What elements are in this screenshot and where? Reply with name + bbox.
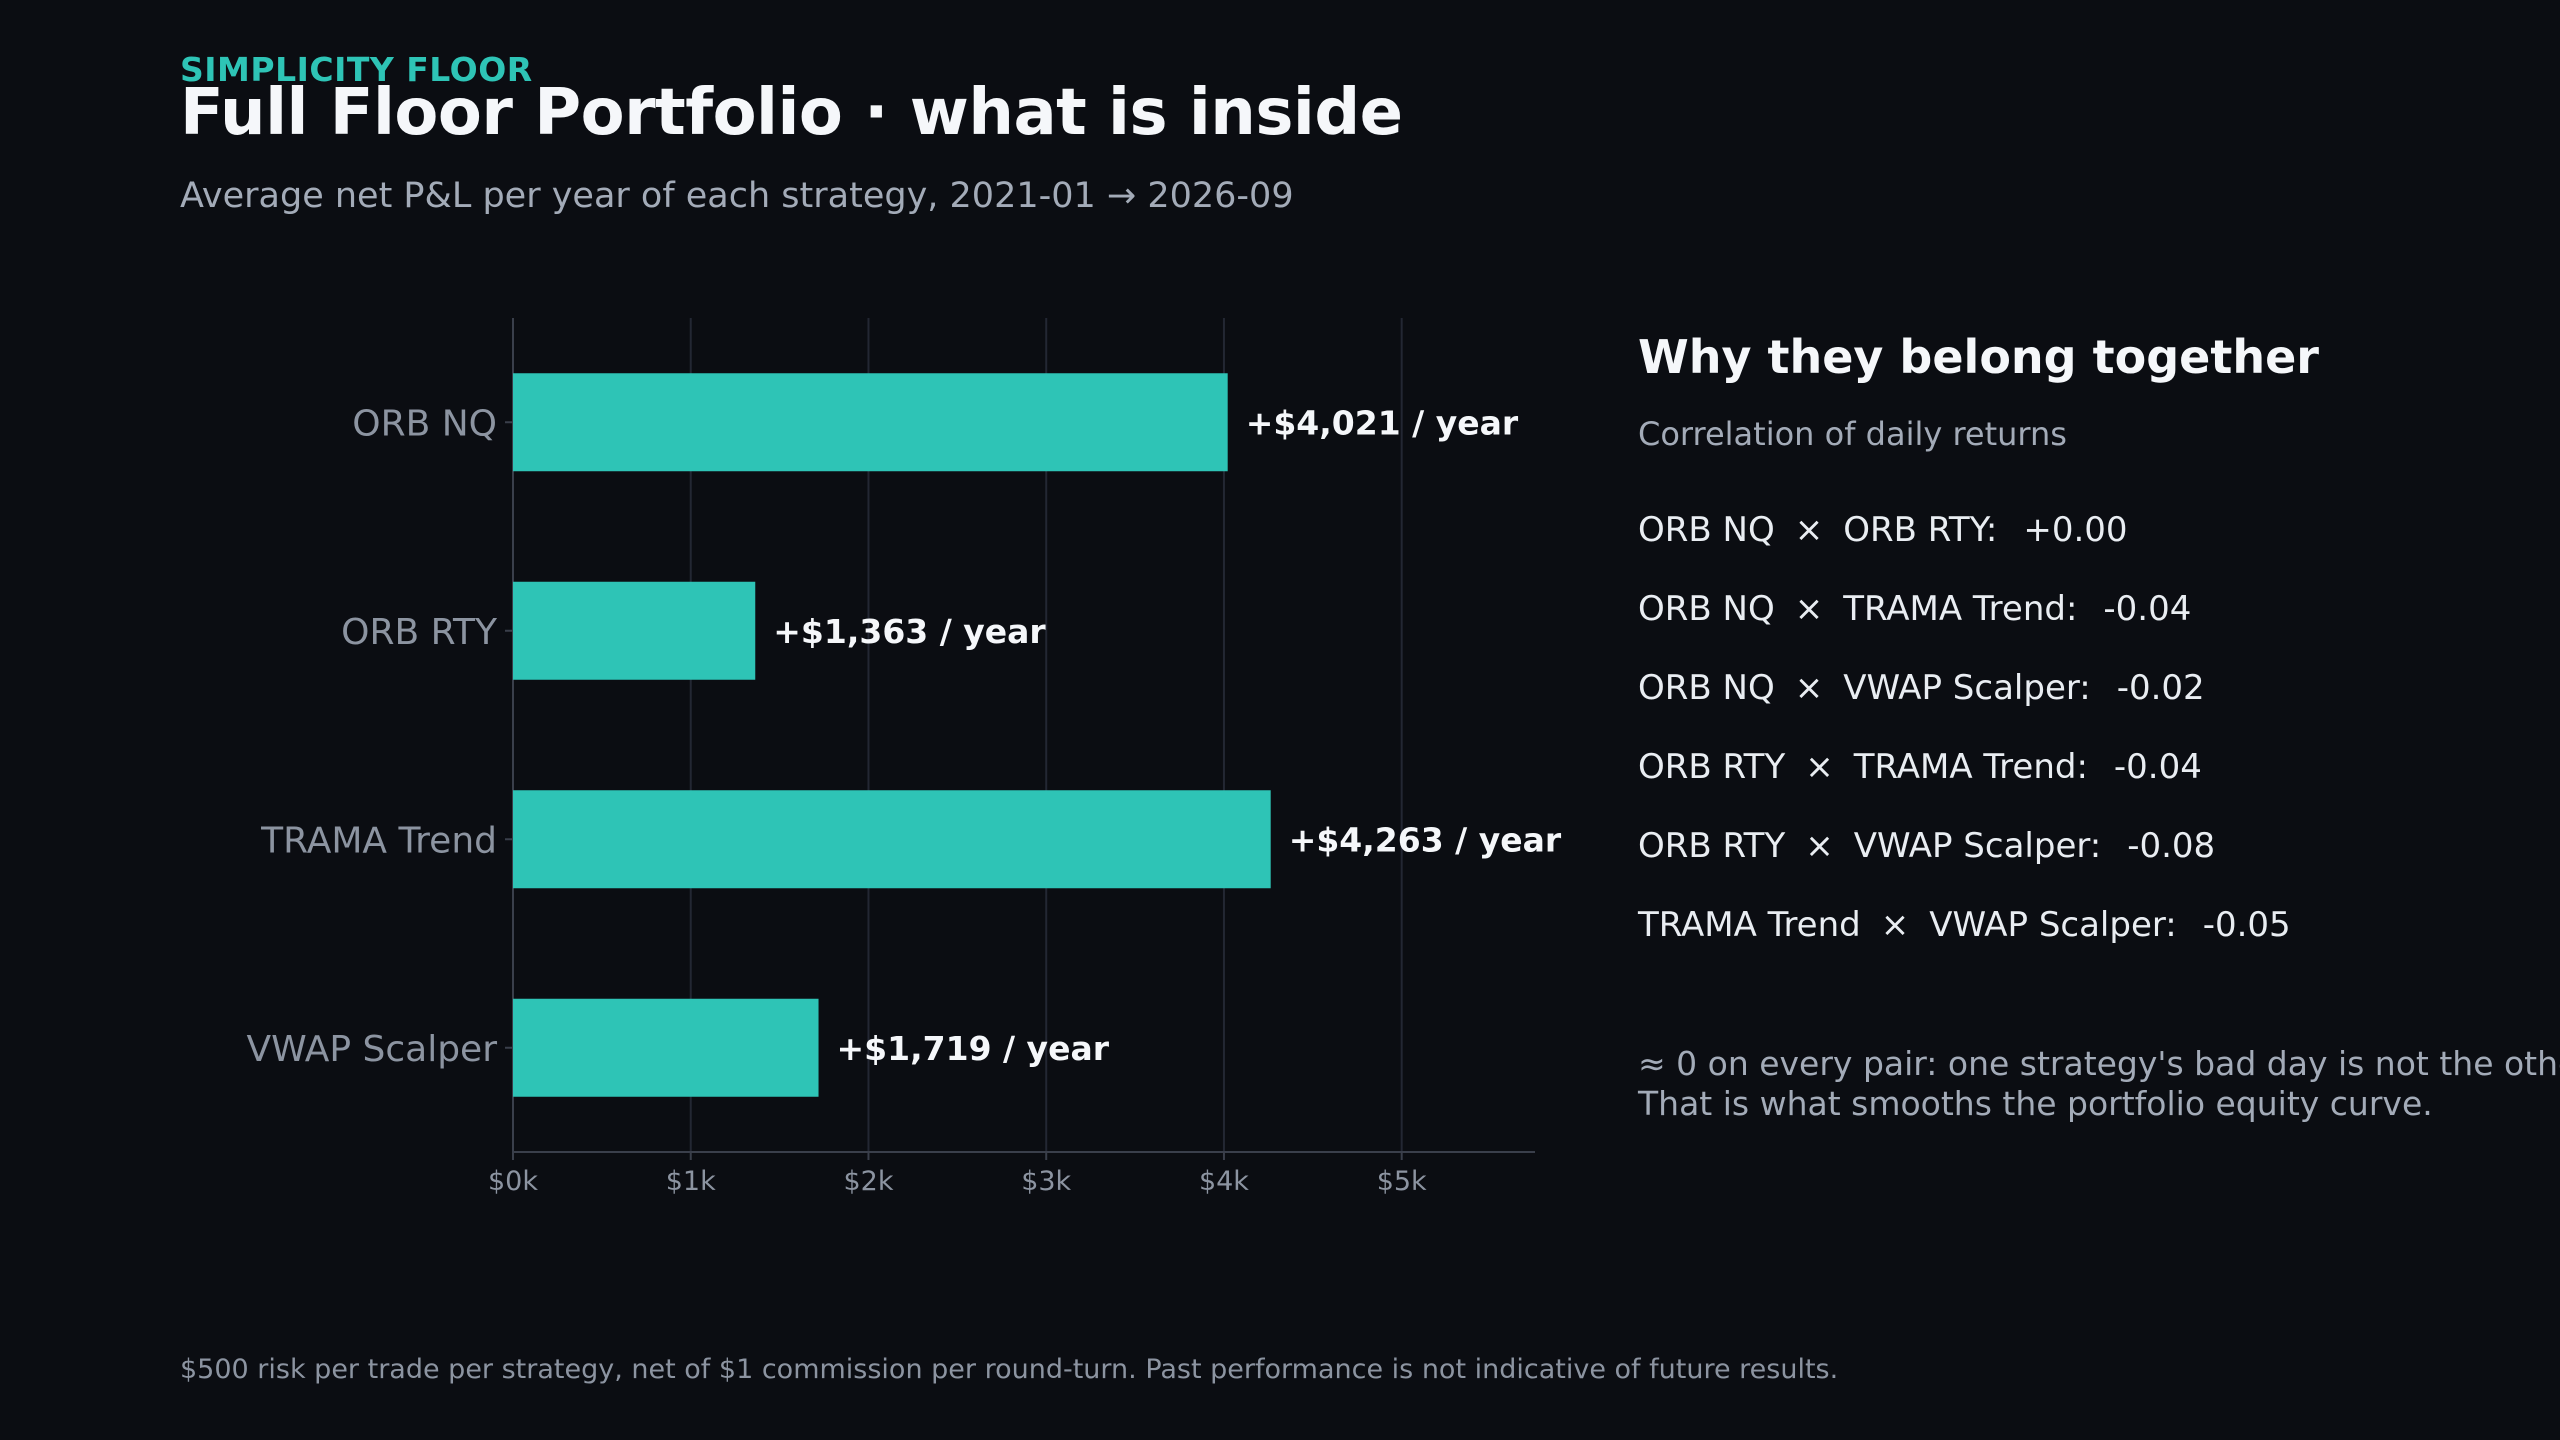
corr-a: ORB RTY xyxy=(1638,826,1786,866)
x-tick-label: $2k xyxy=(843,1166,893,1197)
brand-label: SIMPLICITY FLOOR xyxy=(180,50,533,89)
note-line-2: That is what smooths the portfolio equit… xyxy=(1638,1084,2433,1123)
corr-value: -0.04 xyxy=(2113,747,2202,787)
corr-a: ORB RTY xyxy=(1638,747,1786,787)
bar xyxy=(513,373,1228,472)
bar-value-label: +$4,263 / year xyxy=(1289,820,1562,859)
bar-value-label: +$4,021 / year xyxy=(1246,403,1519,442)
bar-value-label: +$1,719 / year xyxy=(837,1029,1110,1068)
corr-value: -0.05 xyxy=(2202,905,2291,945)
correlation-row: ORB NQ × TRAMA Trend: -0.04 xyxy=(1638,589,2291,668)
category-label: ORB NQ xyxy=(352,403,497,444)
corr-a: TRAMA Trend xyxy=(1638,905,1861,945)
corr-b: VWAP Scalper: xyxy=(1929,905,2177,945)
bar xyxy=(513,581,756,680)
panel-title: Why they belong together xyxy=(1638,330,2319,384)
corr-a: ORB NQ xyxy=(1638,510,1775,550)
x-tick-label: $3k xyxy=(1021,1166,1071,1197)
times-symbol: × xyxy=(1805,747,1834,787)
page-subtitle: Average net P&L per year of each strateg… xyxy=(180,176,1294,216)
note-line-1: ≈ 0 on every pair: one strategy's bad da… xyxy=(1638,1044,2560,1083)
corr-b: ORB RTY: xyxy=(1843,510,1998,550)
category-label: TRAMA Trend xyxy=(260,820,497,861)
corr-value: -0.04 xyxy=(2103,589,2192,629)
correlation-note: ≈ 0 on every pair: one strategy's bad da… xyxy=(1638,1044,2560,1124)
corr-value: -0.08 xyxy=(2127,826,2216,866)
times-symbol: × xyxy=(1794,668,1824,708)
footer-disclaimer: $500 risk per trade per strategy, net of… xyxy=(180,1354,1839,1385)
correlation-row: TRAMA Trend × VWAP Scalper: -0.05 xyxy=(1638,905,2291,984)
x-tick-label: $0k xyxy=(488,1166,538,1197)
corr-a: ORB NQ xyxy=(1638,668,1775,708)
category-label: VWAP Scalper xyxy=(246,1029,497,1070)
page-title: Full Floor Portfolio · what is inside xyxy=(180,76,1403,150)
corr-b: VWAP Scalper: xyxy=(1843,668,2091,708)
bar xyxy=(513,998,819,1097)
times-symbol: × xyxy=(1794,589,1824,629)
panel-subtitle: Correlation of daily returns xyxy=(1638,415,2067,453)
x-tick-label: $4k xyxy=(1199,1166,1249,1197)
correlation-row: ORB NQ × VWAP Scalper: -0.02 xyxy=(1638,668,2291,747)
correlation-row: ORB RTY × TRAMA Trend: -0.04 xyxy=(1638,747,2291,826)
times-symbol: × xyxy=(1805,826,1834,866)
times-symbol: × xyxy=(1794,510,1824,550)
corr-value: +0.00 xyxy=(2023,510,2128,550)
correlation-list: ORB NQ × ORB RTY: +0.00 ORB NQ × TRAMA Trend:… xyxy=(1638,510,2291,984)
category-label: ORB RTY xyxy=(341,612,498,653)
corr-b: VWAP Scalper: xyxy=(1853,826,2102,866)
correlation-row: ORB NQ × ORB RTY: +0.00 xyxy=(1638,510,2291,589)
correlation-row: ORB RTY × VWAP Scalper: -0.08 xyxy=(1638,826,2291,905)
x-tick-label: $1k xyxy=(666,1166,716,1197)
bar-value-label: +$1,363 / year xyxy=(773,612,1046,651)
corr-b: TRAMA Trend: xyxy=(1843,589,2078,629)
bar-chart: $0k $1k $2k $3k $4k $5k ORB NQ +$4,021 / year OR… xyxy=(246,318,1562,1197)
x-tick-label: $5k xyxy=(1377,1166,1427,1197)
times-symbol: × xyxy=(1880,905,1910,945)
corr-b: TRAMA Trend: xyxy=(1853,747,2088,787)
corr-value: -0.02 xyxy=(2116,668,2205,708)
corr-a: ORB NQ xyxy=(1638,589,1775,629)
bar xyxy=(513,790,1271,889)
